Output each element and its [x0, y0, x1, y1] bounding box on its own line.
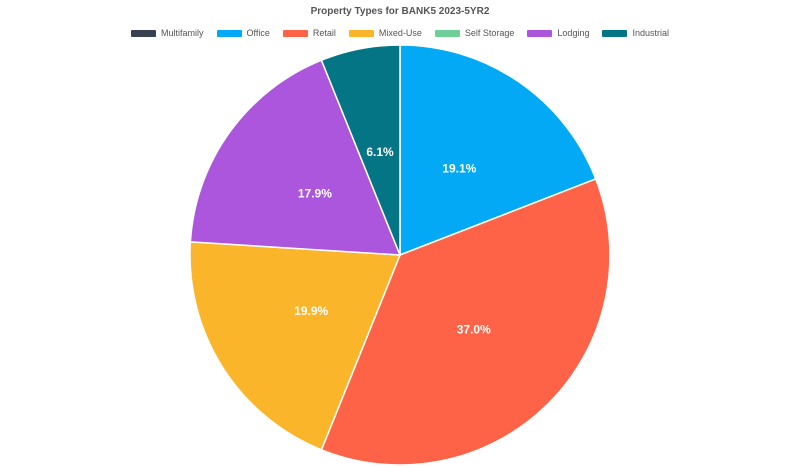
pie-slice-industrial[interactable] [320, 44, 401, 256]
pie-slice-office[interactable] [399, 44, 597, 257]
legend-swatch [527, 29, 553, 37]
legend-swatch [282, 29, 308, 37]
legend-item-mixed-use[interactable]: Mixed-Use [348, 28, 422, 38]
legend-swatch [216, 29, 242, 37]
chart-title: Property Types for BANK5 2023-5YR2 [310, 6, 490, 17]
pie-slice-mixed-use[interactable] [189, 241, 402, 451]
legend-swatch [434, 29, 460, 37]
legend-item-industrial[interactable]: Industrial [602, 28, 669, 38]
legend-item-retail[interactable]: Retail [282, 28, 336, 38]
legend-label: Retail [312, 28, 336, 38]
legend: Multifamily Office Retail Mixed-Use Self Sto… [0, 28, 800, 38]
legend-item-office[interactable]: Office [216, 28, 270, 38]
slice-value-label: 19.9% [294, 304, 328, 318]
legend-swatch [348, 29, 374, 37]
legend-label: Multifamily [161, 28, 204, 38]
slice-value-label: 37.0% [457, 323, 491, 337]
pie-slice-retail[interactable] [320, 177, 611, 466]
legend-label: Self Storage [464, 28, 515, 38]
legend-swatch [602, 29, 628, 37]
legend-item-lodging[interactable]: Lodging [527, 28, 589, 38]
slice-value-label: 19.1% [442, 161, 476, 175]
legend-swatch [131, 29, 156, 37]
slice-value-label: 17.9% [298, 187, 332, 201]
legend-label: Mixed-Use [378, 28, 422, 38]
legend-label: Lodging [557, 28, 590, 38]
pie-slice-lodging[interactable] [189, 59, 402, 256]
legend-label: Industrial [632, 28, 669, 38]
slice-value-label: 6.1% [366, 145, 394, 159]
legend-label: Office [246, 28, 270, 38]
legend-item-self-storage[interactable]: Self Storage [434, 28, 515, 38]
legend-item-multifamily[interactable]: Multifamily [131, 28, 204, 38]
